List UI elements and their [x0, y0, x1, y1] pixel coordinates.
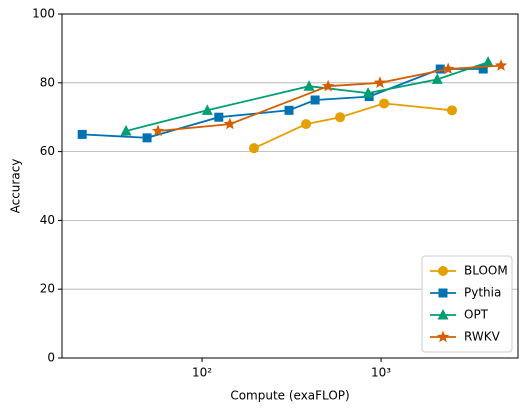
data-point — [435, 64, 445, 74]
legend-label: BLOOM — [464, 264, 508, 278]
y-tick-label: 40 — [40, 213, 55, 227]
data-point — [379, 98, 390, 109]
data-point — [214, 112, 224, 122]
legend-label: Pythia — [464, 286, 501, 300]
legend-marker — [438, 266, 448, 276]
legend-marker — [436, 330, 450, 343]
data-point — [142, 133, 152, 143]
legend: BLOOM Pythia OPT RWKV — [421, 255, 513, 353]
data-point — [442, 62, 455, 75]
data-point — [248, 143, 259, 154]
legend-label: RWKV — [464, 330, 501, 344]
data-point — [431, 73, 443, 84]
legend-marker — [438, 288, 448, 298]
data-point — [373, 76, 387, 89]
x-axis-label: Compute (exaFLOP) — [230, 389, 349, 403]
data-point — [284, 105, 294, 115]
data-point — [335, 112, 346, 123]
data-point — [482, 56, 494, 67]
data-point — [120, 124, 132, 136]
series-line — [157, 64, 502, 132]
series-line — [125, 61, 489, 132]
y-tick-label: 100 — [32, 7, 55, 21]
data-point — [77, 129, 87, 139]
y-tick-label: 80 — [40, 75, 55, 89]
legend-marker — [437, 309, 449, 320]
y-tick-label: 20 — [40, 282, 55, 296]
data-point — [494, 59, 508, 71]
data-point — [362, 87, 374, 98]
data-point — [321, 79, 335, 92]
data-point — [201, 104, 213, 115]
legend-box — [421, 255, 513, 353]
legend-label: OPT — [464, 308, 489, 322]
x-tick-label: 10³ — [371, 366, 391, 380]
data-point — [446, 105, 457, 116]
y-tick-label: 0 — [47, 351, 55, 365]
data-point — [303, 80, 315, 91]
data-point — [310, 95, 320, 105]
y-axis-label: Accuracy — [9, 159, 23, 214]
x-tick-label: 10² — [192, 366, 212, 380]
data-point — [478, 64, 488, 74]
plot-frame — [61, 13, 519, 359]
data-point — [151, 124, 165, 137]
data-point — [301, 119, 312, 130]
y-tick-label: 60 — [40, 144, 55, 158]
data-point — [223, 117, 237, 130]
